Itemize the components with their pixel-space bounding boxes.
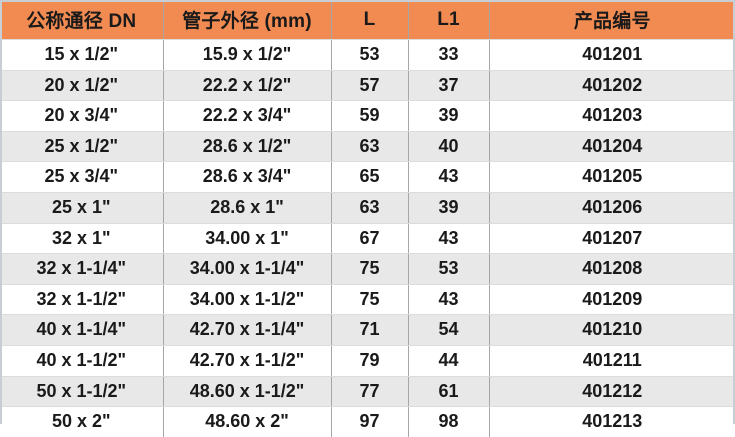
- cell-dn: 25 x 1/2": [0, 131, 164, 163]
- table-row: 15 x 1/2" 15.9 x 1/2" 53 33 401201: [0, 39, 735, 71]
- table-top-border: [0, 0, 735, 2]
- table-row: 25 x 1" 28.6 x 1" 63 39 401206: [0, 192, 735, 224]
- cell-od: 15.9 x 1/2": [163, 39, 332, 71]
- table-header-row: 公称通径 DN 管子外径 (mm) L L1 产品编号: [0, 0, 735, 40]
- cell-dn: 15 x 1/2": [0, 39, 164, 71]
- cell-code: 401202: [489, 70, 735, 102]
- cell-dn: 32 x 1-1/4": [0, 253, 164, 285]
- cell-code: 401208: [489, 253, 735, 285]
- cell-code: 401210: [489, 314, 735, 346]
- cell-code: 401203: [489, 100, 735, 132]
- cell-code: 401201: [489, 39, 735, 71]
- cell-l: 67: [331, 223, 409, 255]
- cell-od: 28.6 x 3/4": [163, 161, 332, 193]
- cell-od: 34.00 x 1-1/4": [163, 253, 332, 285]
- cell-l: 79: [331, 345, 409, 377]
- cell-l: 77: [331, 376, 409, 408]
- table-row: 25 x 1/2" 28.6 x 1/2" 63 40 401204: [0, 131, 735, 163]
- cell-code: 401204: [489, 131, 735, 163]
- cell-dn: 32 x 1-1/2": [0, 284, 164, 316]
- cell-l1: 40: [408, 131, 490, 163]
- table-row: 32 x 1-1/2" 34.00 x 1-1/2" 75 43 401209: [0, 284, 735, 316]
- cell-code: 401211: [489, 345, 735, 377]
- cell-od: 34.00 x 1": [163, 223, 332, 255]
- cell-od: 22.2 x 1/2": [163, 70, 332, 102]
- cell-l1: 61: [408, 376, 490, 408]
- cell-code: 401206: [489, 192, 735, 224]
- cell-l: 97: [331, 406, 409, 437]
- cell-l1: 39: [408, 192, 490, 224]
- cell-l: 75: [331, 253, 409, 285]
- cell-l: 57: [331, 70, 409, 102]
- cell-l: 63: [331, 131, 409, 163]
- cell-code: 401205: [489, 161, 735, 193]
- table-row: 40 x 1-1/4" 42.70 x 1-1/4" 71 54 401210: [0, 314, 735, 346]
- table-row: 20 x 3/4" 22.2 x 3/4" 59 39 401203: [0, 100, 735, 132]
- cell-l1: 43: [408, 284, 490, 316]
- cell-od: 42.70 x 1-1/4": [163, 314, 332, 346]
- table-right-border: [733, 0, 735, 424]
- cell-l1: 33: [408, 39, 490, 71]
- table-row: 50 x 2" 48.60 x 2" 97 98 401213: [0, 406, 735, 437]
- cell-code: 401213: [489, 406, 735, 437]
- cell-od: 48.60 x 2": [163, 406, 332, 437]
- cell-od: 28.6 x 1/2": [163, 131, 332, 163]
- table-row: 32 x 1-1/4" 34.00 x 1-1/4" 75 53 401208: [0, 253, 735, 285]
- table-left-border: [0, 0, 2, 424]
- table-row: 50 x 1-1/2" 48.60 x 1-1/2" 77 61 401212: [0, 376, 735, 408]
- cell-l1: 37: [408, 70, 490, 102]
- table-row: 32 x 1" 34.00 x 1" 67 43 401207: [0, 223, 735, 255]
- cell-l1: 44: [408, 345, 490, 377]
- cell-code: 401207: [489, 223, 735, 255]
- cell-od: 42.70 x 1-1/2": [163, 345, 332, 377]
- cell-l1: 43: [408, 161, 490, 193]
- column-header-l1: L1: [408, 0, 490, 40]
- cell-od: 22.2 x 3/4": [163, 100, 332, 132]
- cell-dn: 25 x 1": [0, 192, 164, 224]
- table-row: 25 x 3/4" 28.6 x 3/4" 65 43 401205: [0, 161, 735, 193]
- cell-dn: 20 x 3/4": [0, 100, 164, 132]
- cell-l: 59: [331, 100, 409, 132]
- cell-od: 34.00 x 1-1/2": [163, 284, 332, 316]
- cell-dn: 40 x 1-1/4": [0, 314, 164, 346]
- cell-l: 63: [331, 192, 409, 224]
- cell-l: 65: [331, 161, 409, 193]
- cell-l1: 39: [408, 100, 490, 132]
- cell-l1: 54: [408, 314, 490, 346]
- cell-l1: 53: [408, 253, 490, 285]
- cell-dn: 50 x 2": [0, 406, 164, 437]
- cell-dn: 25 x 3/4": [0, 161, 164, 193]
- cell-l: 53: [331, 39, 409, 71]
- cell-od: 28.6 x 1": [163, 192, 332, 224]
- column-header-dn: 公称通径 DN: [0, 0, 164, 40]
- table-body: 15 x 1/2" 15.9 x 1/2" 53 33 401201 20 x …: [0, 39, 735, 437]
- cell-dn: 40 x 1-1/2": [0, 345, 164, 377]
- cell-l: 71: [331, 314, 409, 346]
- cell-code: 401212: [489, 376, 735, 408]
- column-header-code: 产品编号: [489, 0, 735, 40]
- cell-l: 75: [331, 284, 409, 316]
- table-row: 20 x 1/2" 22.2 x 1/2" 57 37 401202: [0, 70, 735, 102]
- column-header-l: L: [331, 0, 409, 40]
- cell-l1: 43: [408, 223, 490, 255]
- cell-dn: 50 x 1-1/2": [0, 376, 164, 408]
- table-row: 40 x 1-1/2" 42.70 x 1-1/2" 79 44 401211: [0, 345, 735, 377]
- cell-code: 401209: [489, 284, 735, 316]
- cell-l1: 98: [408, 406, 490, 437]
- cell-dn: 32 x 1": [0, 223, 164, 255]
- cell-dn: 20 x 1/2": [0, 70, 164, 102]
- cell-od: 48.60 x 1-1/2": [163, 376, 332, 408]
- column-header-od: 管子外径 (mm): [163, 0, 332, 40]
- table-header: 公称通径 DN 管子外径 (mm) L L1 产品编号: [0, 0, 735, 40]
